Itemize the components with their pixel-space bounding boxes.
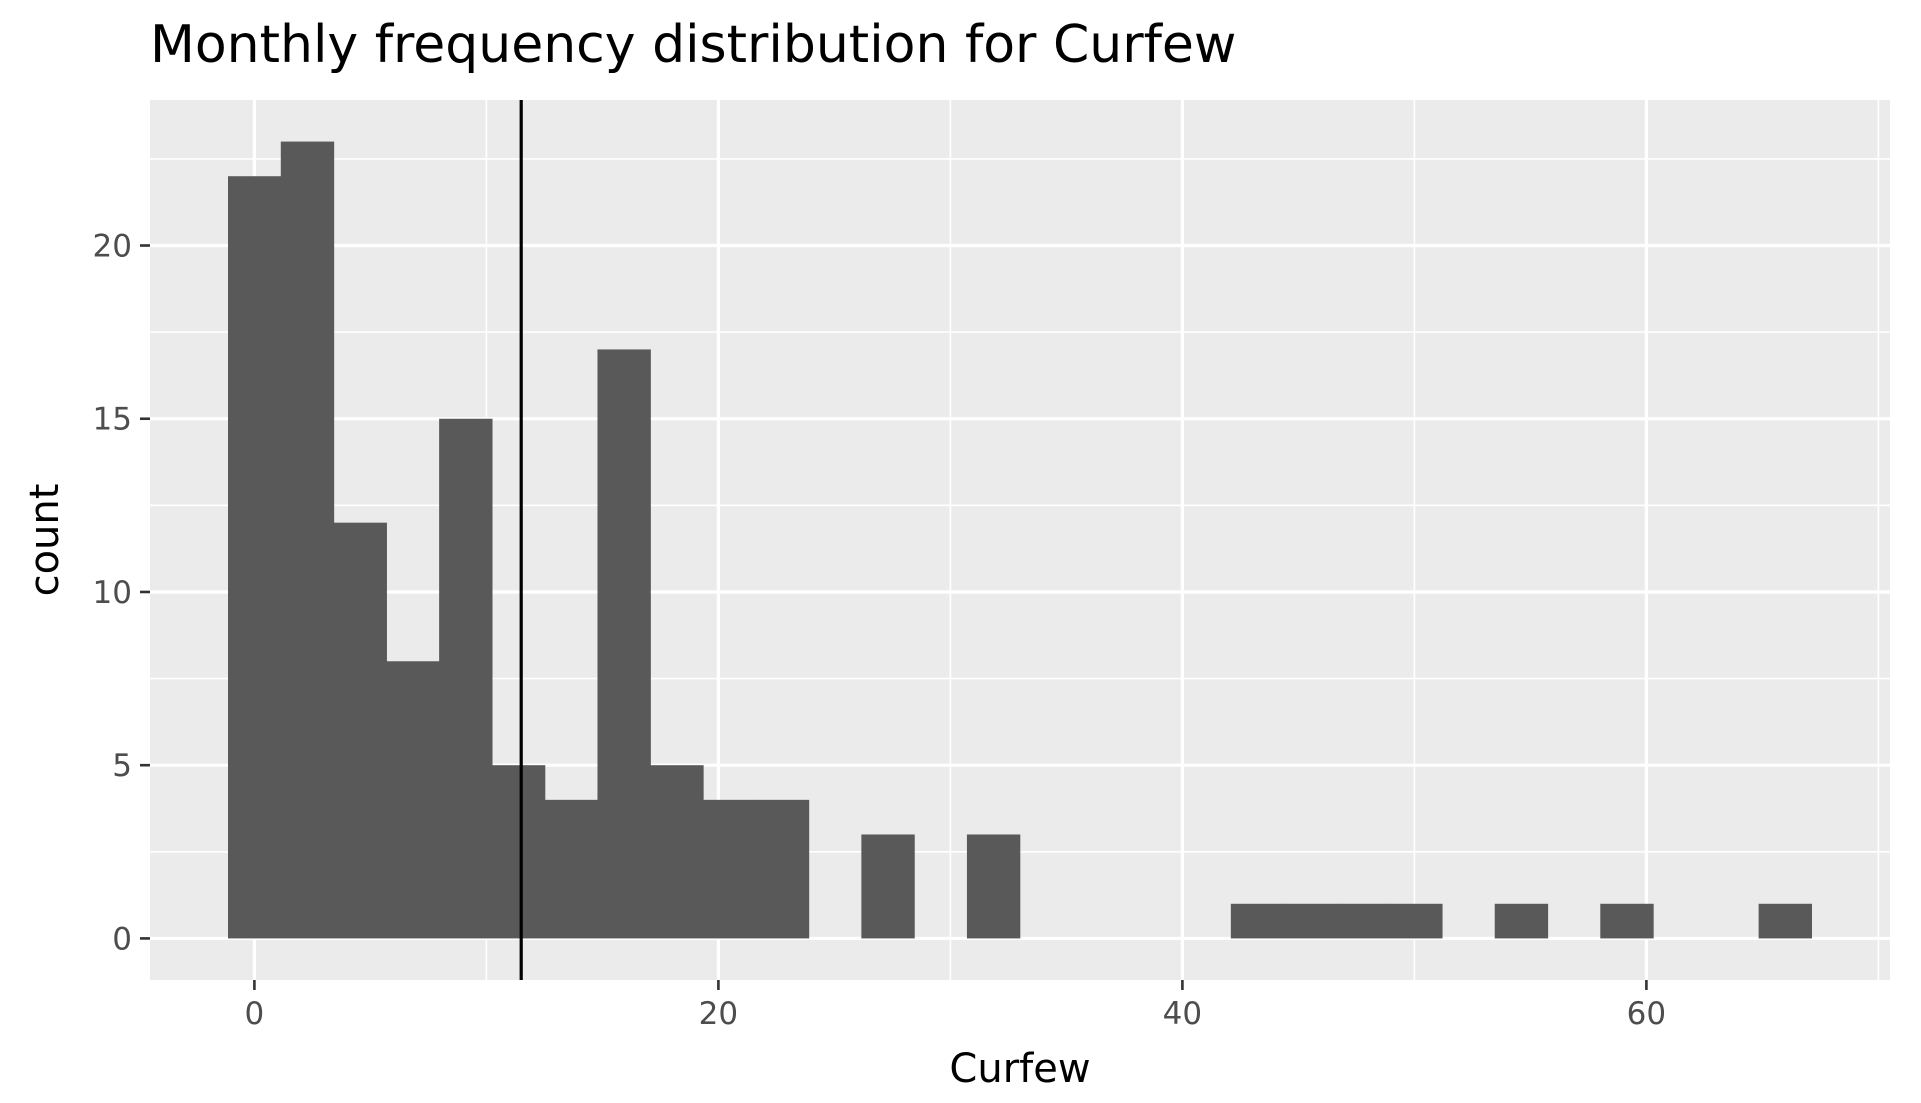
histogram-bar xyxy=(1389,903,1443,939)
y-tick-label: 15 xyxy=(93,402,132,438)
histogram-bar xyxy=(491,765,546,939)
histogram-bar xyxy=(386,661,440,939)
histogram-bar xyxy=(1494,903,1549,939)
histogram-bar xyxy=(703,799,757,939)
histogram-bar xyxy=(333,522,387,939)
histogram-bar xyxy=(966,834,1021,939)
histogram-bar xyxy=(1758,903,1813,939)
histogram-bar xyxy=(861,834,915,939)
x-axis-title: Curfew xyxy=(949,1046,1090,1092)
histogram-bar xyxy=(1230,903,1285,939)
y-tick-labels: 0 5 10 15 20 xyxy=(93,229,132,958)
histogram-bar xyxy=(755,799,810,939)
x-tick-label: 40 xyxy=(1163,996,1202,1032)
y-tick-label: 20 xyxy=(93,229,132,265)
histogram-bar xyxy=(597,349,651,939)
x-tick-labels: 0 20 40 60 xyxy=(245,996,1667,1032)
histogram-bar xyxy=(439,418,493,939)
histogram-bar xyxy=(544,799,599,939)
x-tick-label: 0 xyxy=(245,996,265,1032)
histogram-bars xyxy=(228,141,1813,939)
histogram-bar xyxy=(650,765,704,939)
histogram-bar xyxy=(1600,903,1654,939)
x-tick-label: 20 xyxy=(699,996,738,1032)
x-tick-label: 60 xyxy=(1627,996,1666,1032)
y-tick-label: 5 xyxy=(112,748,132,784)
y-tick-label: 10 xyxy=(93,575,132,611)
axis-ticks xyxy=(140,244,1648,990)
y-axis-title: count xyxy=(22,484,68,597)
histogram-bar xyxy=(228,176,282,939)
y-tick-label: 0 xyxy=(112,921,132,957)
histogram-bar xyxy=(280,141,335,939)
histogram-bar xyxy=(1283,903,1337,939)
chart-title: Monthly frequency distribution for Curfe… xyxy=(150,15,1236,75)
histogram-bar xyxy=(1336,903,1390,939)
